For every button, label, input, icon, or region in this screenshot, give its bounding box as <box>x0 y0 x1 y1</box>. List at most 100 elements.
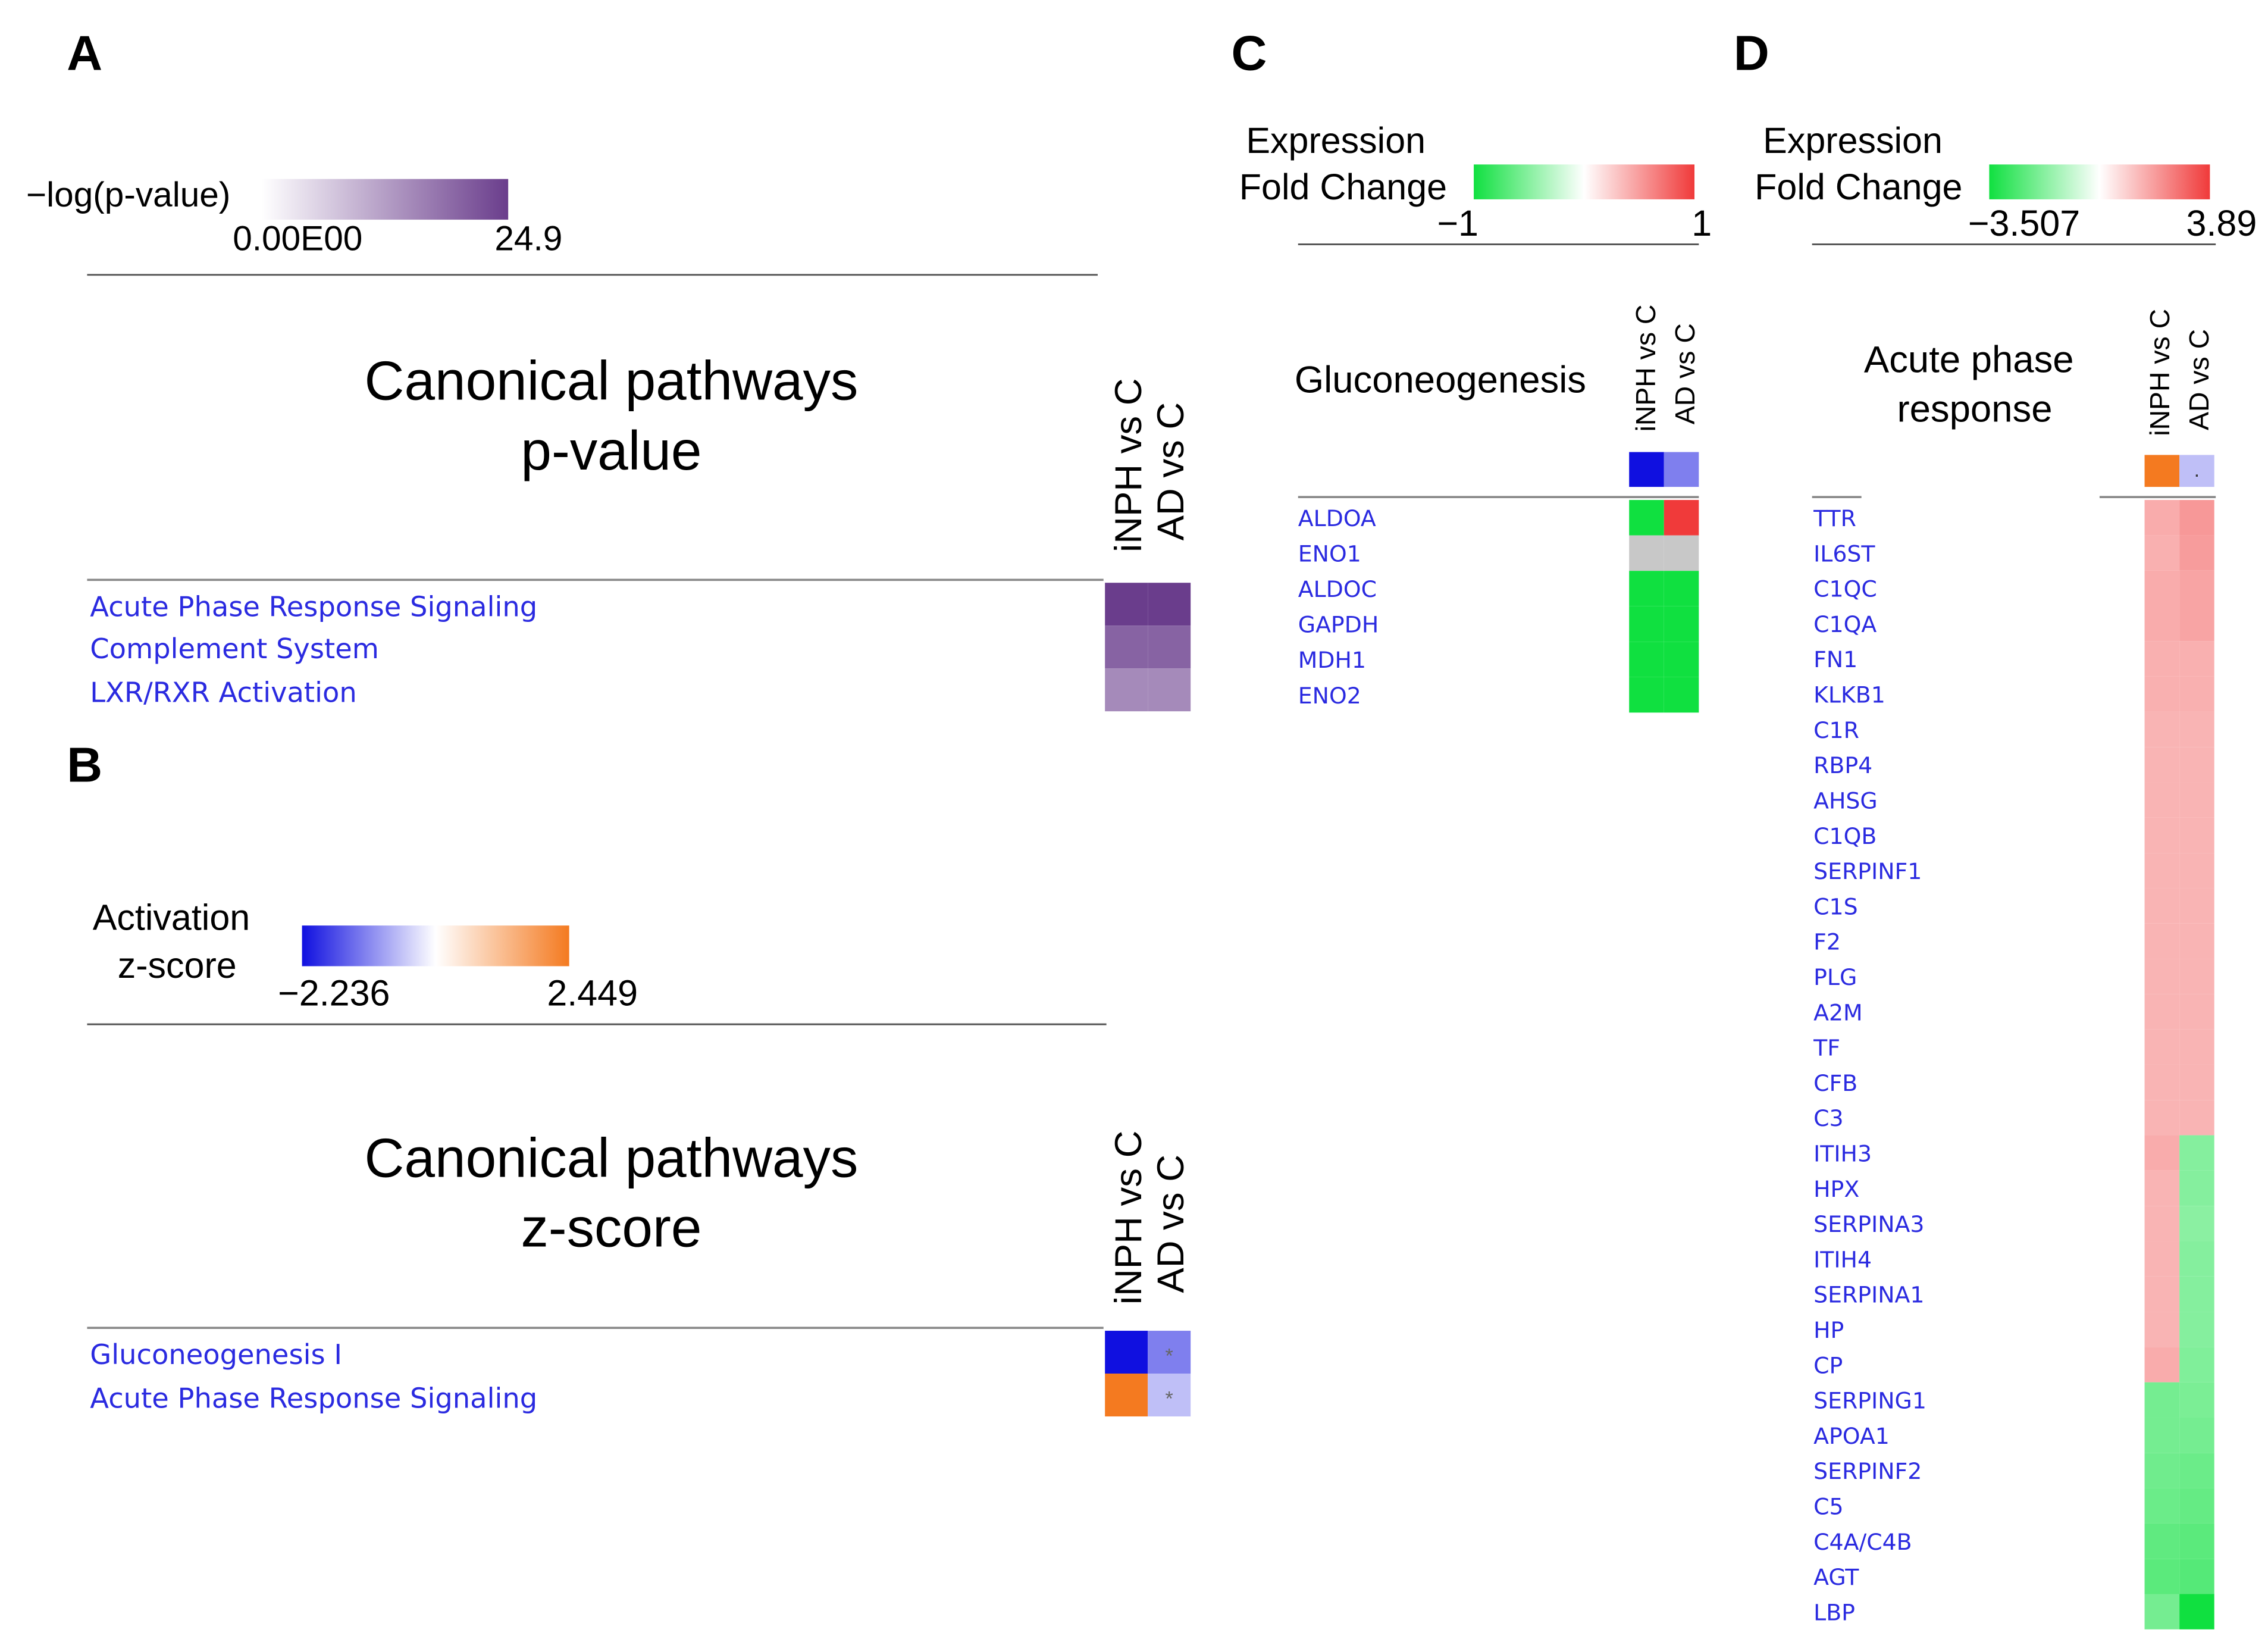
heatmap-cell <box>2144 1135 2180 1171</box>
fc-c-legend-title-1: Expression <box>1246 120 1426 161</box>
heatmap-cell <box>2144 888 2180 924</box>
heatmap-cell <box>2179 817 2214 853</box>
heatmap-cell <box>2144 1559 2180 1594</box>
heatmap-cell <box>1664 535 1699 571</box>
heatmap-cell <box>2179 1312 2214 1347</box>
heatmap-cell <box>1105 583 1148 626</box>
fc-d-legend-max: 3.89 <box>2186 203 2257 243</box>
panel-letter-a: A <box>67 26 102 81</box>
gene-label[interactable]: C4A/C4B <box>1813 1529 1912 1555</box>
fc-c-legend-min: −1 <box>1437 203 1478 243</box>
panel-c-col-inph: iNPH vs C <box>1630 305 1661 432</box>
heatmap-cell <box>2144 641 2180 677</box>
gene-label[interactable]: C1QC <box>1813 576 1877 602</box>
heatmap-cell <box>2144 1594 2180 1629</box>
gene-label[interactable]: CP <box>1813 1352 1843 1378</box>
panel-b-col-inph: iNPH vs C <box>1108 1131 1149 1305</box>
heatmap-cell <box>2179 1241 2214 1277</box>
gene-label[interactable]: KLKB1 <box>1813 682 1885 708</box>
heatmap-cell <box>2179 1276 2214 1312</box>
heatmap-cell <box>2179 1347 2214 1382</box>
gene-label[interactable]: SERPING1 <box>1813 1388 1926 1414</box>
heatmap-cell <box>2144 1029 2180 1065</box>
gene-label[interactable]: LBP <box>1813 1599 1855 1625</box>
gene-label[interactable]: GAPDH <box>1298 612 1379 638</box>
gene-label[interactable]: A2M <box>1813 999 1863 1025</box>
gene-label[interactable]: APOA1 <box>1813 1423 1890 1449</box>
gene-label[interactable]: HPX <box>1813 1176 1859 1202</box>
panel-b-title-line2: z-score <box>521 1196 701 1258</box>
heatmap-cell <box>1664 606 1699 642</box>
heatmap-cell <box>2144 1100 2180 1136</box>
gene-label[interactable]: F2 <box>1813 929 1841 955</box>
heatmap-cell <box>2179 1417 2214 1453</box>
heatmap-cell <box>1664 677 1699 713</box>
panel-a-title-line2: p-value <box>521 420 701 481</box>
gene-label[interactable]: C1S <box>1813 893 1857 919</box>
gene-label[interactable]: TTR <box>1813 505 1856 531</box>
heatmap-cell <box>2144 1206 2180 1241</box>
gene-label[interactable]: HP <box>1813 1317 1844 1343</box>
heatmap-cell <box>2144 1347 2180 1382</box>
gene-label[interactable]: ALDOA <box>1298 505 1376 531</box>
heatmap-cell <box>2179 1559 2214 1594</box>
pathway-label[interactable]: Acute Phase Response Signaling <box>90 590 537 623</box>
gene-label[interactable]: ENO1 <box>1298 541 1361 567</box>
heatmap-cell <box>2144 1241 2180 1277</box>
gene-label[interactable]: AGT <box>1813 1564 1859 1590</box>
heatmap-cell <box>2144 1523 2180 1559</box>
pvalue-legend-max: 24.9 <box>494 219 562 258</box>
zscore-legend-title-2: z-score <box>118 945 237 986</box>
gene-label[interactable]: SERPINA3 <box>1813 1211 1924 1237</box>
heatmap-cell <box>1629 535 1664 571</box>
heatmap-cell <box>2179 1206 2214 1241</box>
heatmap-cell-mark: * <box>1166 1345 1173 1368</box>
pathway-label[interactable]: Acute Phase Response Signaling <box>90 1382 537 1414</box>
gene-label[interactable]: RBP4 <box>1813 752 1872 778</box>
heatmap-cell <box>2144 923 2180 959</box>
gene-label[interactable]: ALDOC <box>1298 576 1377 602</box>
gene-label[interactable]: TF <box>1813 1035 1840 1061</box>
gene-label[interactable]: SERPINA1 <box>1813 1282 1924 1308</box>
heatmap-cell <box>1148 625 1191 669</box>
heatmap-cell <box>2179 500 2214 536</box>
gene-label[interactable]: ITIH3 <box>1813 1140 1872 1166</box>
gene-label[interactable]: SERPINF1 <box>1813 858 1922 884</box>
heatmap-cell <box>2144 535 2180 571</box>
heatmap-cell <box>2144 1417 2180 1453</box>
gene-label[interactable]: C3 <box>1813 1105 1843 1131</box>
pathway-label[interactable]: Gluconeogenesis I <box>90 1338 342 1371</box>
panel-a-col-inph: iNPH vs C <box>1108 378 1149 552</box>
pathway-label[interactable]: LXR/RXR Activation <box>90 676 356 708</box>
heatmap-cell <box>2179 1488 2214 1524</box>
heatmap-cell <box>2179 853 2214 889</box>
gene-label[interactable]: MDH1 <box>1298 647 1366 673</box>
fc-d-legend-title-2: Fold Change <box>1755 167 1962 207</box>
panel-d-col-inph: iNPH vs C <box>2144 309 2175 436</box>
gene-label[interactable]: C5 <box>1813 1494 1843 1520</box>
heatmap-cell <box>1629 642 1664 677</box>
gene-label[interactable]: PLG <box>1813 964 1857 990</box>
gene-label[interactable]: IL6ST <box>1813 540 1875 567</box>
gene-label[interactable]: SERPINF2 <box>1813 1458 1922 1484</box>
heatmap-cell <box>2144 500 2180 536</box>
pathway-label[interactable]: Complement System <box>90 633 379 665</box>
gene-label[interactable]: C1QB <box>1813 823 1877 849</box>
gene-label[interactable]: C1R <box>1813 717 1859 743</box>
gene-label[interactable]: C1QA <box>1813 611 1877 637</box>
panel-d-title-line1: Acute phase <box>1864 339 2074 380</box>
gene-label[interactable]: FN1 <box>1813 646 1857 673</box>
gene-label[interactable]: ITIH4 <box>1813 1246 1872 1272</box>
panel-c-title: Gluconeogenesis <box>1295 359 1586 401</box>
heatmap-cell <box>1629 500 1664 536</box>
fc-d-legend-gradient <box>1989 164 2210 199</box>
heatmap-summary-cell <box>1629 452 1664 487</box>
panel-d-gene-labels: TTR IL6ST C1QC C1QA FN1 KLKB1 C1R RBP4 AHSG C1QB S… <box>1813 505 1926 1625</box>
gene-label[interactable]: ENO2 <box>1298 683 1361 709</box>
heatmap-cell <box>1148 668 1191 712</box>
panel-d-col-ad: AD vs C <box>2184 329 2214 430</box>
gene-label[interactable]: CFB <box>1813 1070 1857 1096</box>
gene-label[interactable]: AHSG <box>1813 787 1878 814</box>
heatmap-cell <box>1148 1331 1191 1374</box>
heatmap-cell <box>2179 535 2214 571</box>
